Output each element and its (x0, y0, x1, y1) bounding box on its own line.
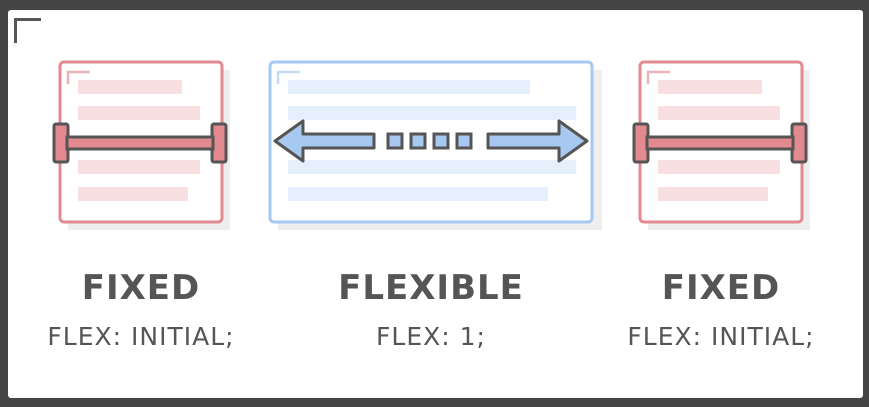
column-code-fixed-left: FLEX: INITIAL; (47, 322, 235, 351)
column-title-fixed-left: FIXED (81, 268, 201, 308)
corner-mark-icon (14, 18, 41, 43)
column-title-flexible: FLEXIBLE (338, 268, 524, 308)
width-bracket-icon (632, 122, 808, 164)
double-arrow-icon (273, 119, 589, 163)
column-code-fixed-right: FLEX: INITIAL; (627, 322, 815, 351)
column-title-fixed-right: FIXED (661, 268, 781, 308)
flexible-box (268, 60, 602, 230)
width-bracket-icon (52, 122, 228, 164)
column-code-flexible: FLEX: 1; (376, 322, 486, 351)
